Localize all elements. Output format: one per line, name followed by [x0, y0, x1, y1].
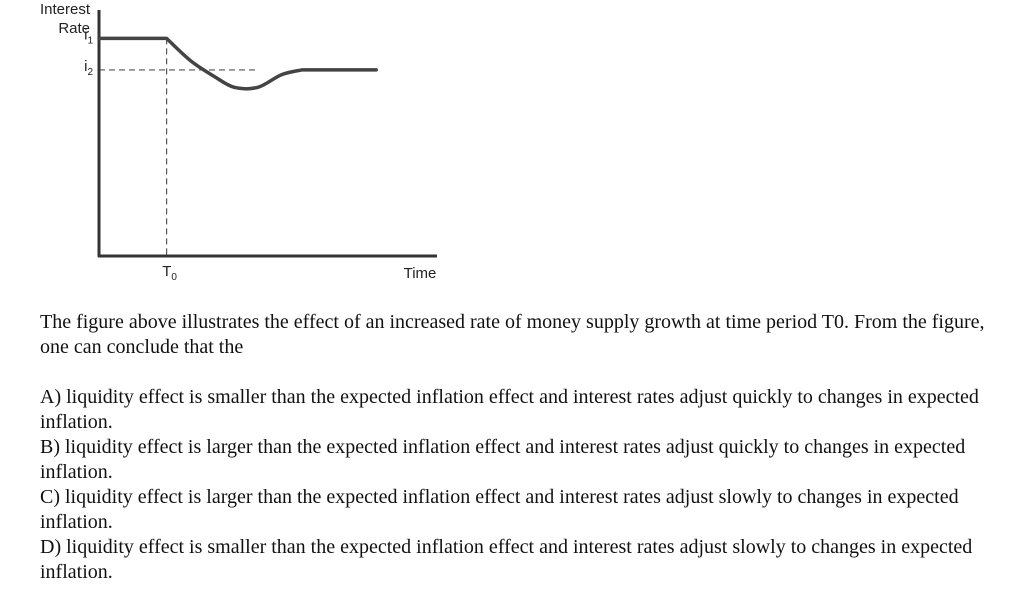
question-stem: The figure above illustrates the effect … — [40, 311, 985, 358]
y-axis-label-line2: Rate — [58, 20, 90, 37]
x-axis-label: Time — [404, 265, 437, 282]
interest-rate-chart: Interest Rate i1 i2 T0 Time — [40, 1, 437, 283]
option-b: B) liquidity effect is larger than the e… — [40, 436, 966, 483]
i2-label: i2 — [84, 58, 93, 78]
y-axis-label-line1: Interest — [40, 1, 91, 18]
interest-rate-path — [97, 36, 378, 91]
option-d: D) liquidity effect is smaller than the … — [40, 536, 973, 583]
t0-label: T0 — [162, 263, 177, 283]
i1-label: i1 — [84, 26, 93, 46]
option-c: C) liquidity effect is larger than the e… — [40, 486, 959, 533]
option-a: A) liquidity effect is smaller than the … — [40, 386, 979, 433]
question-block: The figure above illustrates the effect … — [40, 310, 990, 585]
